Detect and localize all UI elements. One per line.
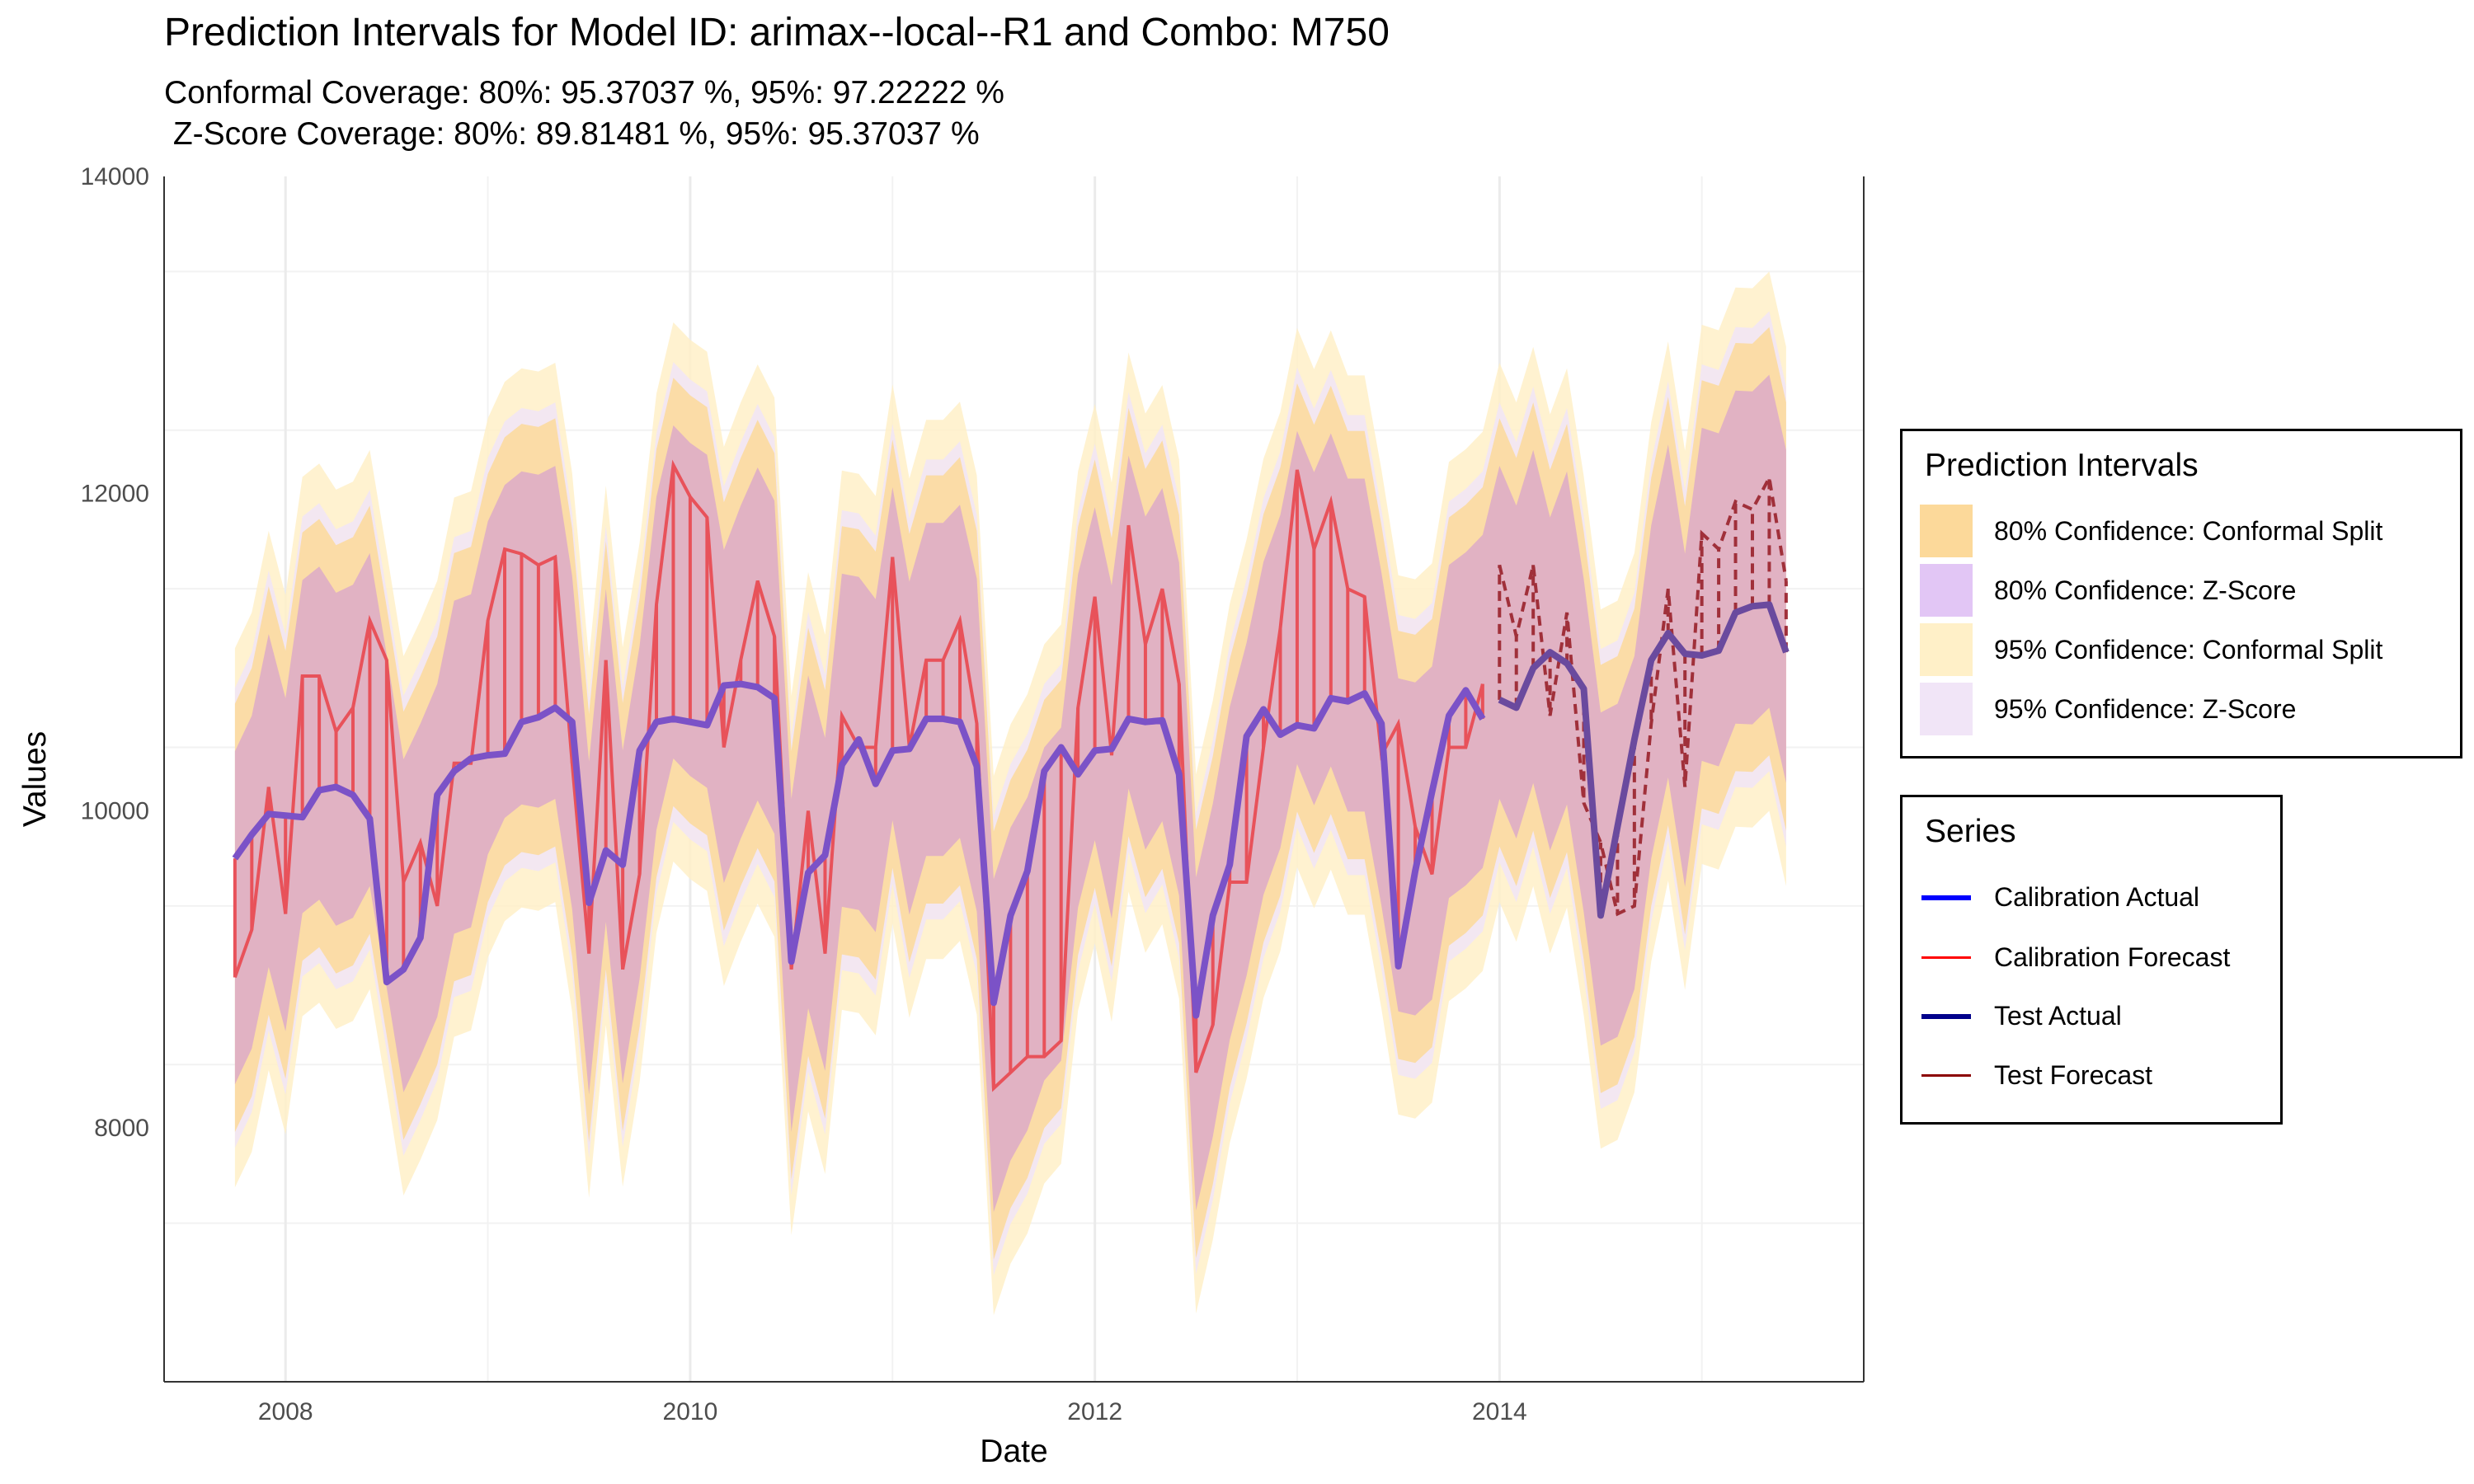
legend-key-test-actual — [1921, 1014, 1971, 1019]
x-tick-label: 2010 — [663, 1398, 718, 1425]
legend-key-zscore-95 — [1920, 683, 1973, 735]
legend-intervals-title: Prediction Intervals — [1925, 448, 2199, 483]
legend-item-zscore-80: 80% Confidence: Z-Score — [1994, 575, 2297, 605]
legend-key-zscore-80 — [1920, 564, 1973, 617]
x-tick-label: 2014 — [1472, 1398, 1527, 1425]
y-tick-label: 8000 — [94, 1115, 149, 1142]
test-forecast-line — [1498, 472, 1788, 917]
chart-title: Prediction Intervals for Model ID: arima… — [164, 11, 1390, 54]
legend-item-zscore-95: 95% Confidence: Z-Score — [1994, 694, 2297, 724]
calibration-actual-line — [232, 680, 1486, 1019]
legend-item-test-actual: Test Actual — [1994, 1001, 2122, 1031]
chart-subtitle: Conformal Coverage: 80%: 95.37037 %, 95%… — [164, 75, 1004, 152]
legend-series — [1900, 795, 2283, 1125]
x-axis-label: Date — [980, 1434, 1047, 1469]
legend-key-conformal-95 — [1920, 623, 1973, 676]
legend-key-calibration-forecast — [1921, 956, 1971, 959]
test-actual-line — [1498, 601, 1790, 919]
y-tick-label: 14000 — [81, 163, 149, 190]
legend-key-calibration-actual — [1921, 895, 1971, 900]
legend-item-calibration-actual: Calibration Actual — [1994, 882, 2200, 912]
y-tick-label: 10000 — [81, 797, 149, 824]
band-zscore-80 — [234, 374, 1786, 1213]
y-axis-label: Values — [17, 731, 53, 827]
x-tick-label: 2012 — [1067, 1398, 1122, 1425]
legend-intervals — [1900, 429, 2462, 758]
legend-series-title: Series — [1925, 814, 2016, 849]
legend-item-test-forecast: Test Forecast — [1994, 1060, 2153, 1090]
legend-key-test-forecast — [1921, 1074, 1971, 1077]
legend-item-calibration-forecast: Calibration Forecast — [1994, 942, 2231, 972]
legend-item-conformal-80: 80% Confidence: Conformal Split — [1994, 516, 2383, 546]
x-tick-label: 2008 — [258, 1398, 313, 1425]
legend-item-conformal-95: 95% Confidence: Conformal Split — [1994, 635, 2383, 665]
y-tick-label: 12000 — [81, 481, 149, 508]
legend-key-conformal-80 — [1920, 505, 1973, 557]
